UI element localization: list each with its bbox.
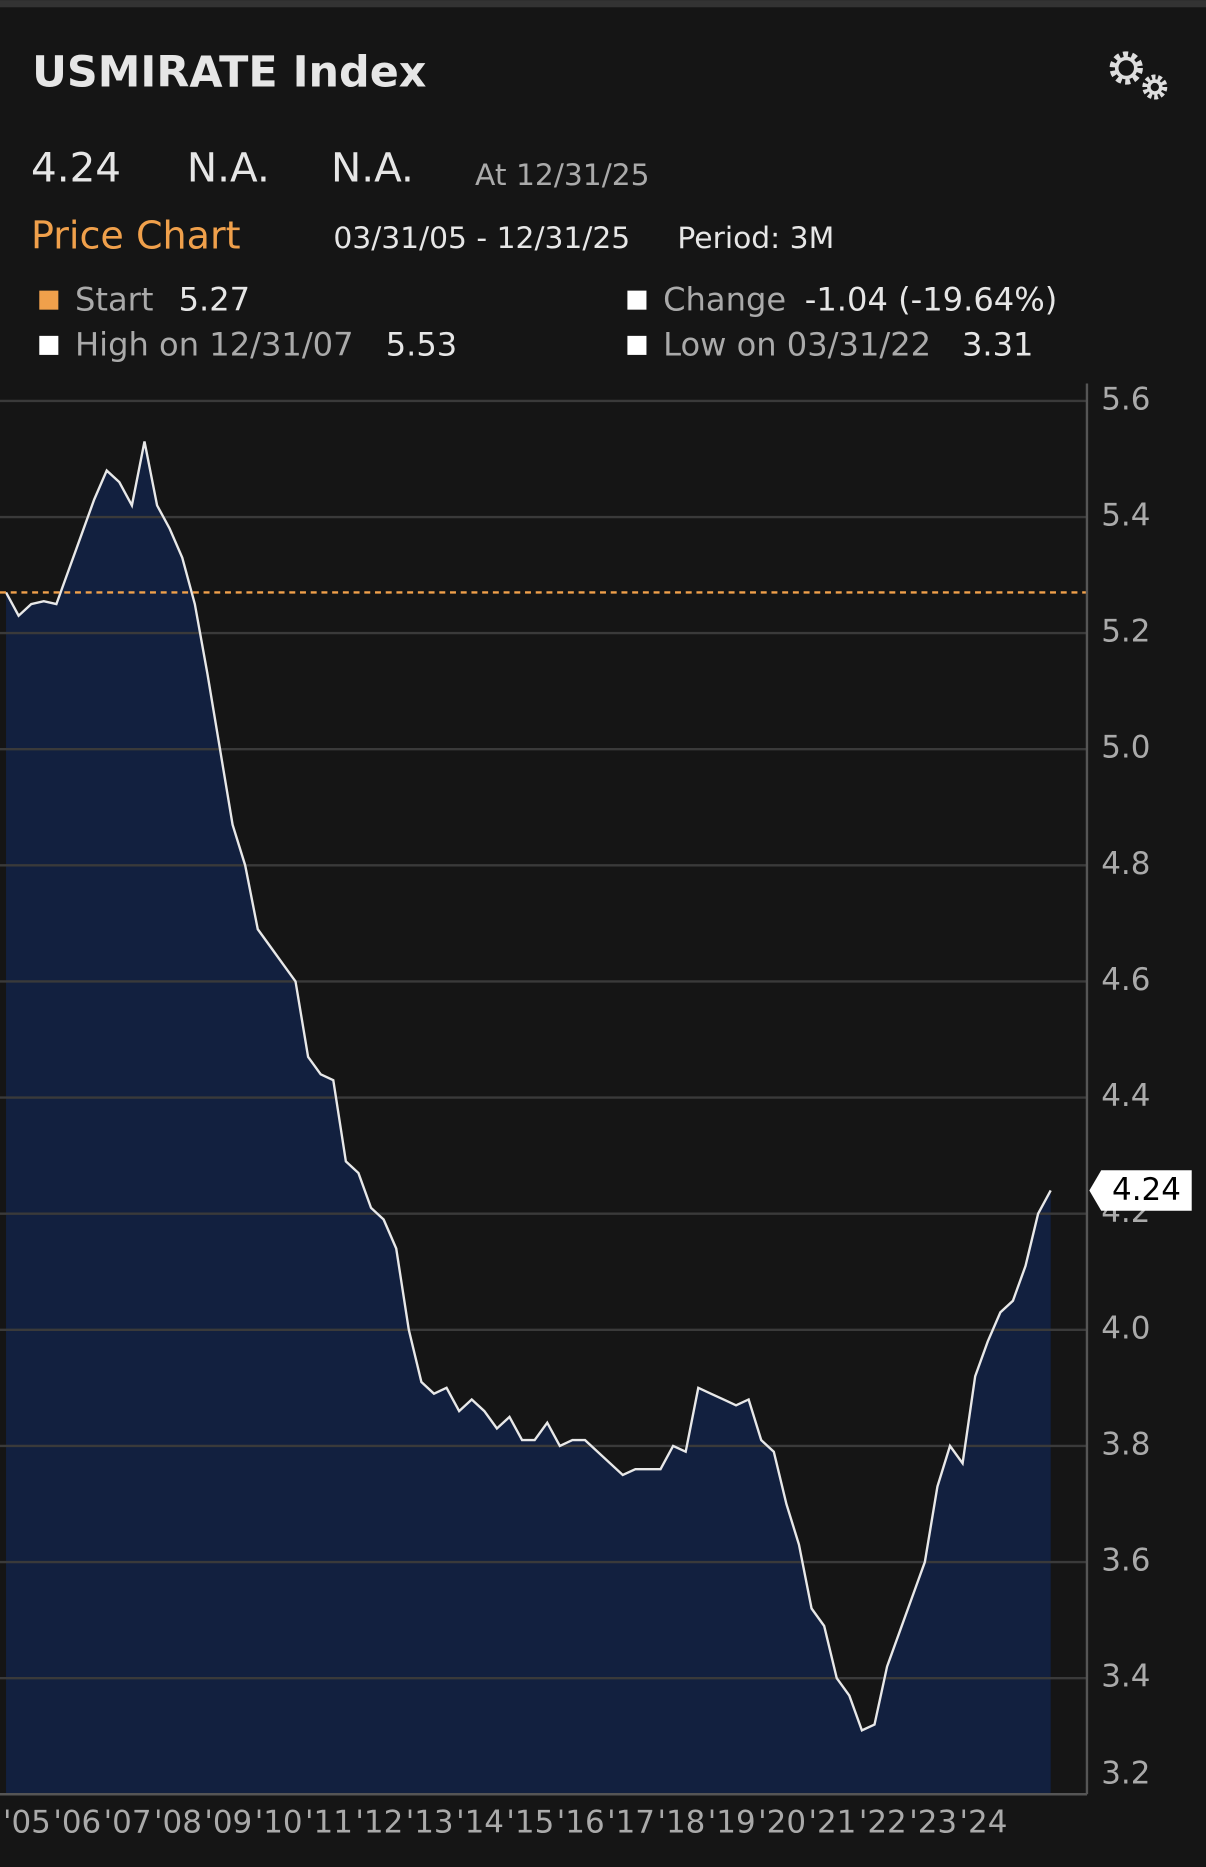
y-tick-label: 3.8 xyxy=(1101,1426,1150,1462)
x-tick-label: '18 xyxy=(657,1805,705,1841)
x-tick-label: '23 xyxy=(909,1805,957,1841)
gear-teeth xyxy=(1142,74,1168,100)
x-tick-label: '14 xyxy=(456,1805,504,1841)
y-tick-label: 4.6 xyxy=(1101,962,1150,998)
title: USMIRATE Index xyxy=(32,48,426,98)
y-tick-label: 4.8 xyxy=(1101,846,1150,882)
gear xyxy=(1147,79,1163,95)
field: N.A. xyxy=(331,143,414,191)
y-tick-label: 5.6 xyxy=(1101,381,1150,417)
gear xyxy=(1114,56,1138,80)
legend-swatch xyxy=(627,290,647,310)
x-tick-label: '10 xyxy=(255,1805,303,1841)
x-tick-label: '09 xyxy=(204,1805,252,1841)
y-tick-label: 4.4 xyxy=(1101,1078,1150,1114)
x-tick-label: '12 xyxy=(355,1805,403,1841)
y-tick-label: 5.4 xyxy=(1101,498,1150,534)
stat-value: 5.27 xyxy=(179,280,251,318)
x-tick-label: '13 xyxy=(406,1805,454,1841)
area xyxy=(6,441,1051,1795)
y-tick-label: 5.0 xyxy=(1101,730,1150,766)
stat-label: High on 12/31/07 xyxy=(75,326,354,364)
x-tick-label: '05 xyxy=(3,1805,51,1841)
field: N.A. xyxy=(187,143,270,191)
legend-swatch xyxy=(627,335,647,355)
x-tick-label: '15 xyxy=(506,1805,554,1841)
x-tick-label: '11 xyxy=(305,1805,353,1841)
stat-value: 3.31 xyxy=(962,326,1034,364)
line xyxy=(4,441,1052,1733)
x-tick-label: '16 xyxy=(557,1805,605,1841)
y-tick-label: 5.2 xyxy=(1101,614,1150,650)
legend-swatch xyxy=(39,335,59,355)
y-tick-label: 4.0 xyxy=(1101,1310,1150,1346)
stat-label: Start xyxy=(75,280,153,318)
x-tick-label: '19 xyxy=(708,1805,756,1841)
last-value-label: 4.24 xyxy=(1112,1172,1181,1208)
y-tick-label: 3.2 xyxy=(1101,1756,1150,1792)
x-tick-label: '06 xyxy=(53,1805,101,1841)
x-tick-label: '22 xyxy=(859,1805,907,1841)
x-tick-label: '07 xyxy=(104,1805,152,1841)
tab[interactable]: Price Chart xyxy=(31,214,241,258)
period[interactable]: Period: 3M xyxy=(677,221,834,256)
as-of: At 12/31/25 xyxy=(475,158,650,193)
x-tick-label: '24 xyxy=(960,1805,1008,1841)
last-price: 4.24 xyxy=(31,143,121,191)
stat-value: -1.04 (-19.64%) xyxy=(805,280,1057,318)
stat-label: Change xyxy=(663,280,786,318)
stat-label: Low on 03/31/22 xyxy=(663,326,931,364)
legend-swatch xyxy=(39,290,59,310)
top-bar xyxy=(0,0,1206,8)
x-tick-label: '20 xyxy=(758,1805,806,1841)
y-tick-label: 3.6 xyxy=(1101,1543,1150,1579)
last-value-tag xyxy=(1089,1170,1192,1211)
x-tick-label: '21 xyxy=(808,1805,856,1841)
x-tick-label: '08 xyxy=(154,1805,202,1841)
y-tick-label: 3.4 xyxy=(1101,1659,1150,1695)
date-range: 03/31/05 - 12/31/25 xyxy=(333,221,630,256)
x-tick-label: '17 xyxy=(607,1805,655,1841)
stat-value: 5.53 xyxy=(386,326,458,364)
